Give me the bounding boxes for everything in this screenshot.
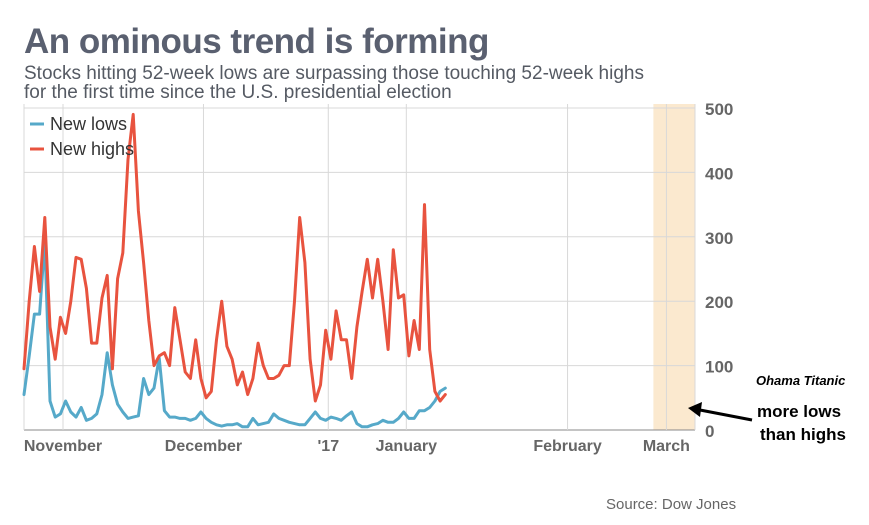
y-tick-label: 200 [705,293,733,312]
legend-label-new-lows: New lows [50,114,127,134]
y-tick-label: 500 [705,100,733,119]
legend-label-new-highs: New highs [50,139,134,159]
y-tick-label: 300 [705,229,733,248]
y-tick-label: 0 [705,422,714,441]
annotation-arrowhead [688,402,702,417]
chart-subtitle-line-2: for the first time since the U.S. presid… [24,82,452,103]
y-tick-label: 400 [705,164,733,183]
highlight-band [653,104,695,430]
series-line-new-highs [22,112,447,403]
annotation-line-2: than highs [760,425,846,444]
chart-title: An ominous trend is forming [24,22,489,61]
annotation-author: Ohama Titanic [756,373,846,388]
x-tick-label: February [533,438,602,455]
x-tick-label: November [24,438,102,455]
chart-subtitle-line-1: Stocks hitting 52-week lows are surpassi… [24,63,644,84]
x-tick-label: December [165,438,242,455]
annotation-arrow [699,408,753,422]
x-tick-label: '17 [317,438,339,455]
x-tick-label: January [376,438,437,455]
y-tick-label: 100 [705,358,733,377]
annotation-line-1: more lows [757,402,842,421]
series-line-new-lows [22,238,447,429]
x-tick-label: March [643,438,690,455]
source-note: Source: Dow Jones [606,496,737,513]
